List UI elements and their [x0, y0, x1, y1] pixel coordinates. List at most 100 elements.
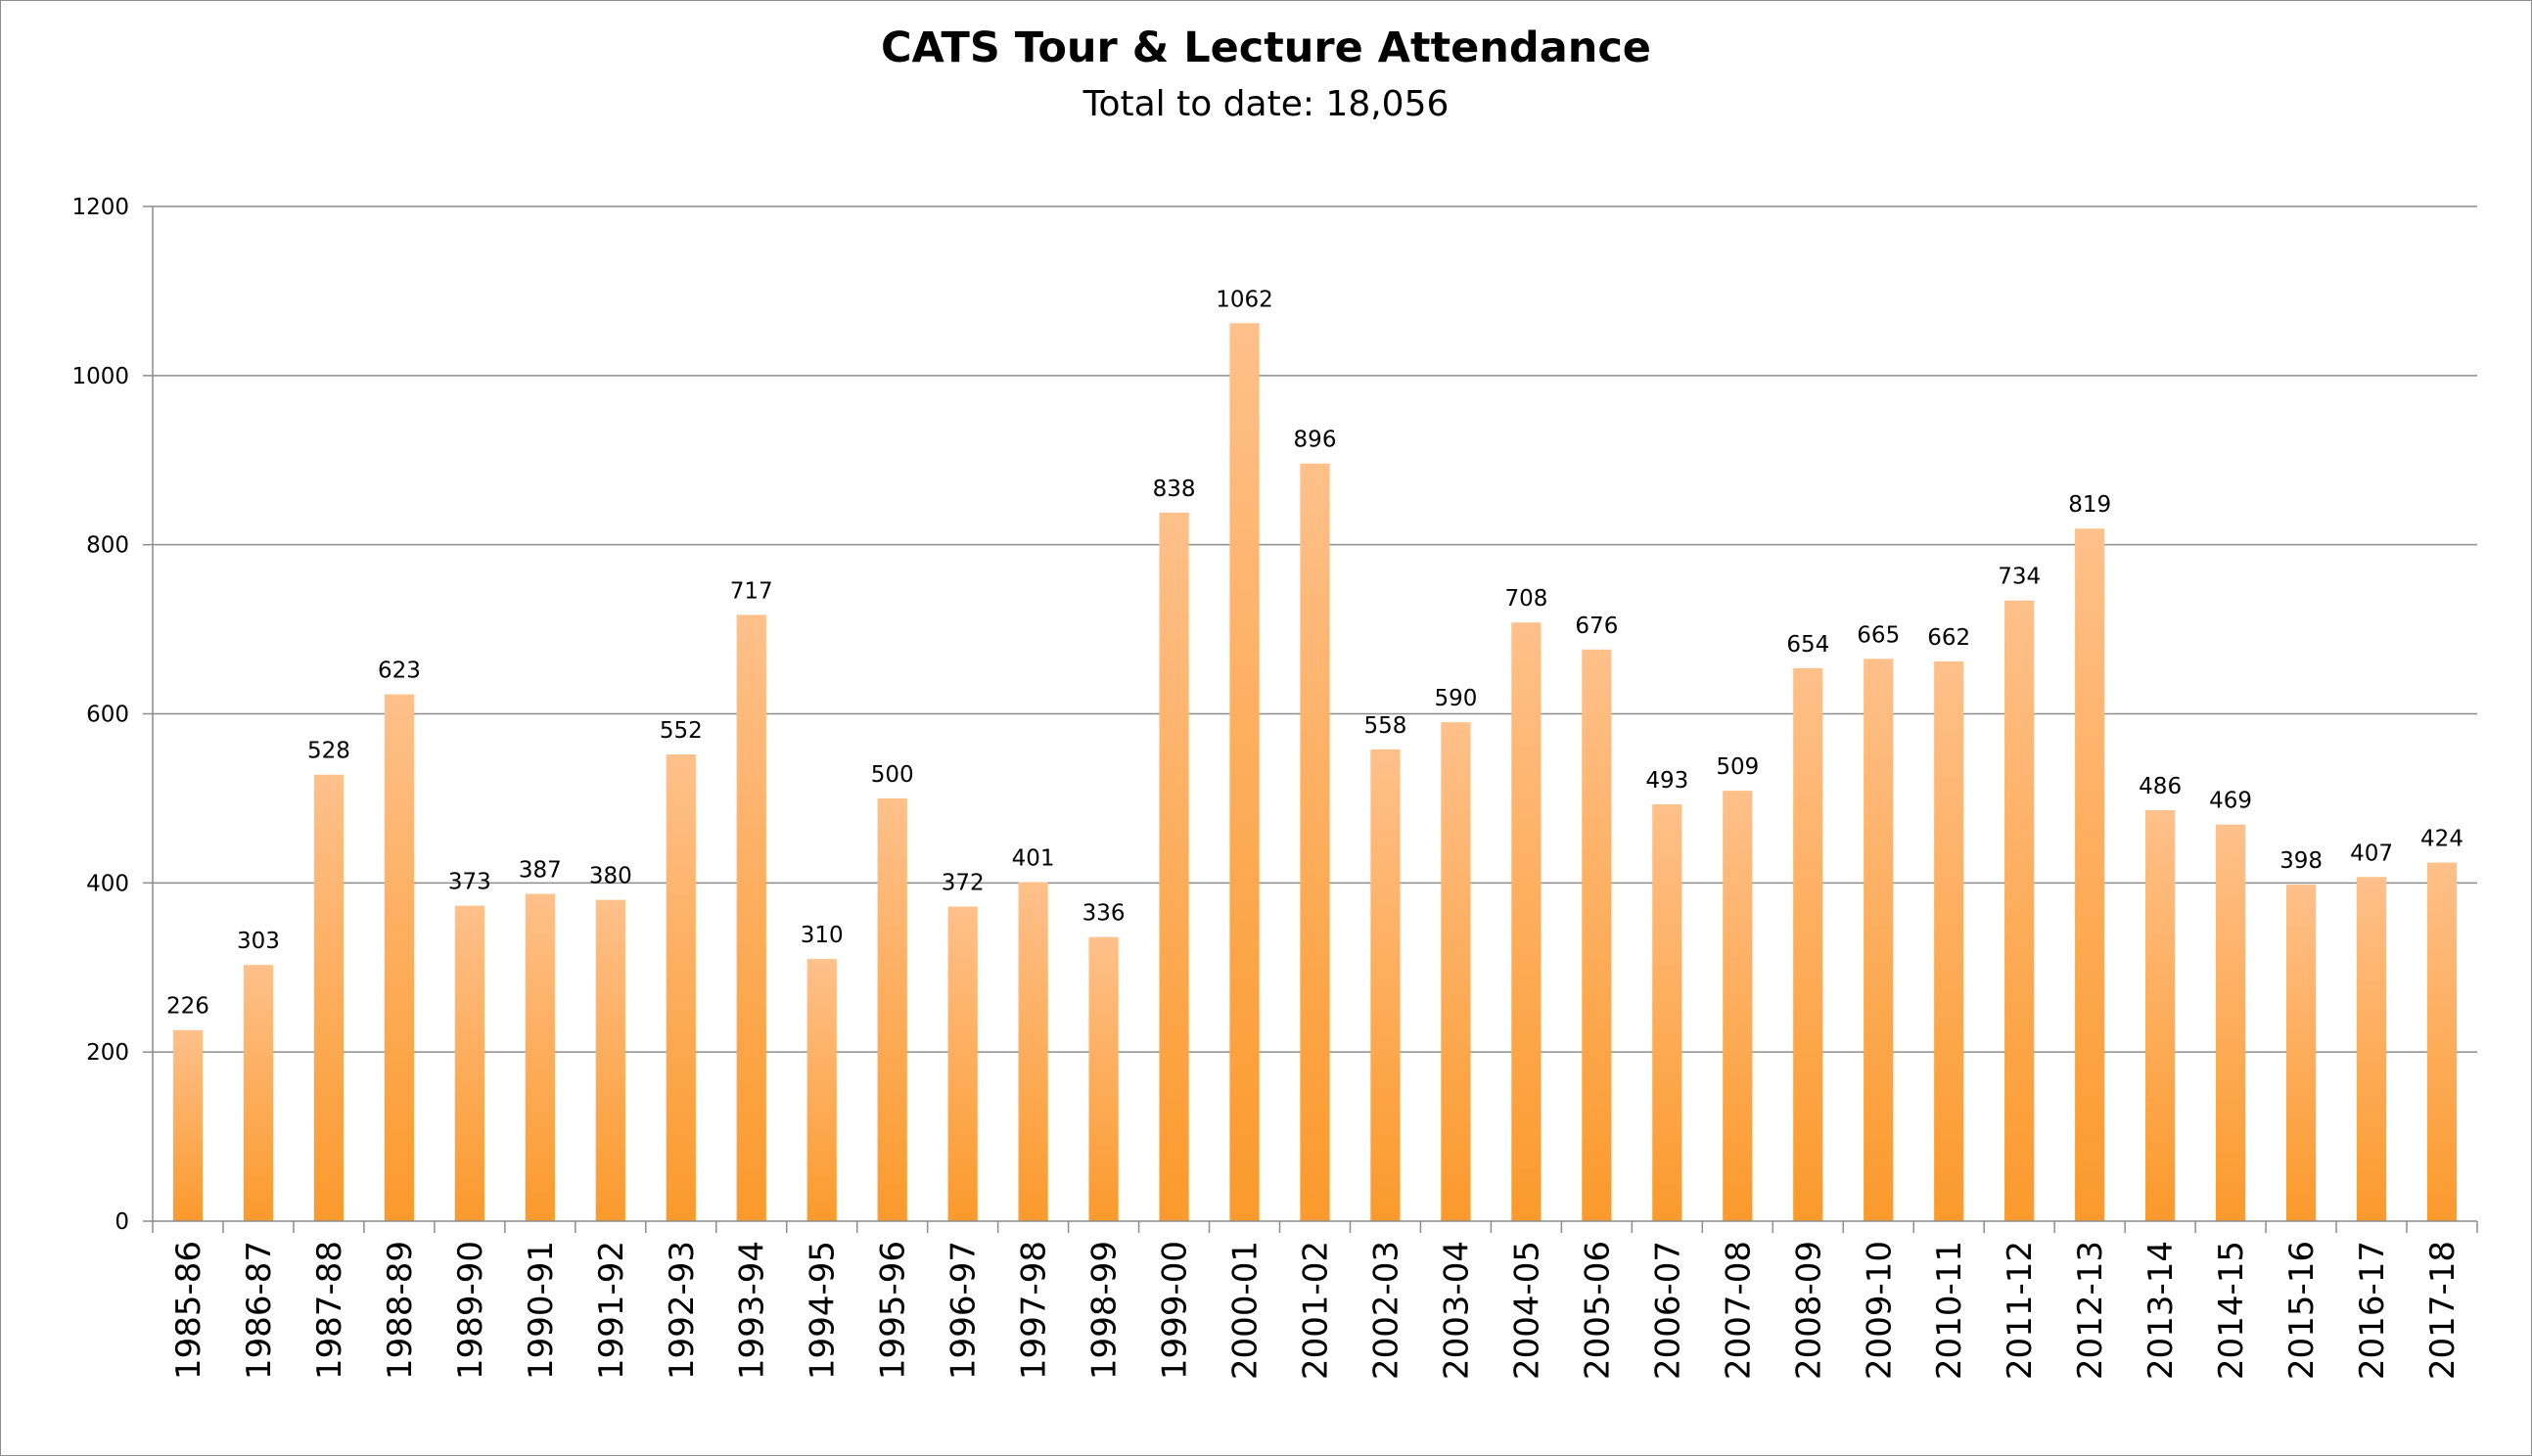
x-tick-label: 2000-01: [1226, 1241, 1266, 1380]
x-tick-label: 1986-87: [240, 1241, 279, 1380]
data-label: 552: [660, 718, 703, 744]
data-label: 662: [1927, 625, 1970, 651]
x-tick-label: 2005-06: [1578, 1241, 1617, 1380]
y-tick-label: 200: [86, 1040, 129, 1066]
data-label: 654: [1786, 632, 1829, 658]
x-tick-label: 1998-99: [1085, 1241, 1125, 1380]
x-tick-label: 2013-14: [2141, 1241, 2181, 1380]
chart-title: CATS Tour & Lecture Attendance: [881, 23, 1651, 72]
x-tick-label: 1988-89: [381, 1241, 420, 1380]
data-label: 469: [2209, 789, 2252, 814]
bar: [666, 753, 696, 1221]
data-label: 226: [166, 994, 209, 1020]
bar: [313, 774, 345, 1221]
data-label: 398: [2279, 848, 2323, 874]
data-label: 1062: [1216, 287, 1273, 312]
x-tick-label: 1987-88: [310, 1241, 349, 1380]
x-tick-label: 2004-05: [1507, 1241, 1546, 1380]
data-label: 819: [2068, 492, 2111, 518]
data-labels: 226 303 528 623 373 387 380 552 717 310 500 372 401 3…: [166, 287, 2463, 1019]
data-label: 380: [589, 864, 632, 889]
x-tick-label: 2006-07: [1648, 1241, 1687, 1380]
bar: [2004, 600, 2035, 1221]
bar: [243, 965, 274, 1221]
data-label: 838: [1153, 477, 1196, 502]
bar: [1441, 722, 1471, 1221]
bars: [172, 323, 2458, 1221]
data-label: 486: [2139, 774, 2182, 799]
bar: [595, 899, 625, 1221]
bar: [736, 614, 766, 1221]
data-label: 676: [1575, 614, 1618, 639]
x-tick-label: 1995-96: [874, 1241, 913, 1380]
bar: [1723, 791, 1753, 1221]
data-label: 373: [448, 870, 491, 895]
bar: [2426, 862, 2458, 1221]
bar: [1370, 749, 1401, 1221]
bar: [877, 797, 907, 1221]
data-label: 387: [519, 858, 562, 884]
y-tick-label: 800: [86, 533, 129, 559]
bar: [806, 959, 837, 1221]
x-tick-label: 1999-00: [1156, 1241, 1195, 1380]
bar: [1159, 512, 1189, 1221]
x-tick-label: 2011-12: [2001, 1241, 2040, 1380]
bar: [1793, 667, 1823, 1221]
y-tick-label: 400: [86, 871, 129, 896]
data-label: 590: [1434, 686, 1477, 711]
x-tick-label: 2016-17: [2353, 1241, 2392, 1380]
bar: [1511, 622, 1542, 1221]
bar: [1582, 649, 1612, 1221]
y-tick-label: 0: [115, 1209, 129, 1235]
bar: [1864, 659, 1894, 1221]
x-tick-label: 2009-10: [1860, 1241, 1899, 1380]
x-tick-label: 1990-91: [522, 1241, 561, 1380]
data-label: 500: [871, 762, 914, 788]
x-tick-label: 1989-90: [451, 1241, 490, 1380]
data-label: 310: [801, 923, 844, 948]
bar: [947, 906, 978, 1221]
bar: [384, 694, 415, 1221]
bar: [1088, 936, 1119, 1221]
data-label: 528: [307, 739, 350, 764]
x-tick-label: 1985-86: [169, 1241, 208, 1380]
x-tick-label: 1997-98: [1015, 1241, 1054, 1380]
data-label: 401: [1012, 845, 1055, 871]
x-tick-label: 2015-16: [2282, 1241, 2322, 1380]
data-label: 623: [378, 659, 421, 684]
bar: [1018, 882, 1048, 1221]
x-tick-label: 1992-93: [663, 1241, 702, 1380]
bar: [1300, 463, 1330, 1221]
chart-subtitle: Total to date: 18,056: [1082, 84, 1450, 124]
x-tick-label: 2003-04: [1437, 1241, 1476, 1380]
bar: [172, 1029, 204, 1221]
bar: [1229, 323, 1260, 1221]
x-tick-label: 1991-92: [592, 1241, 631, 1380]
data-label: 734: [1998, 565, 2041, 590]
x-tick-label: 2001-02: [1297, 1241, 1336, 1380]
data-label: 372: [942, 871, 985, 896]
bar: [525, 893, 555, 1221]
bar: [2356, 877, 2387, 1221]
x-tick-label: 2012-13: [2071, 1241, 2110, 1380]
data-label: 303: [237, 929, 280, 954]
data-label: 509: [1716, 754, 1759, 780]
bar: [2215, 824, 2246, 1221]
x-tick-label: 2014-15: [2212, 1241, 2251, 1380]
data-label: 407: [2350, 841, 2393, 866]
bar: [2075, 528, 2105, 1221]
data-label: 896: [1294, 428, 1337, 453]
bar: [1652, 803, 1682, 1221]
bar: [1934, 660, 1964, 1221]
y-tick-label: 1200: [71, 195, 129, 220]
x-tick-label: 2007-08: [1719, 1241, 1758, 1380]
x-tick-label: 1996-97: [944, 1241, 984, 1380]
axes: 0 200 400 600 800 1000 1200 1985-86 1986-87 1987-…: [71, 195, 2478, 1380]
data-label: 424: [2420, 827, 2463, 852]
x-tick-label: 1994-95: [804, 1241, 843, 1380]
bar: [454, 905, 484, 1221]
x-tick-label: 2008-09: [1789, 1241, 1828, 1380]
y-tick-label: 1000: [71, 364, 129, 389]
